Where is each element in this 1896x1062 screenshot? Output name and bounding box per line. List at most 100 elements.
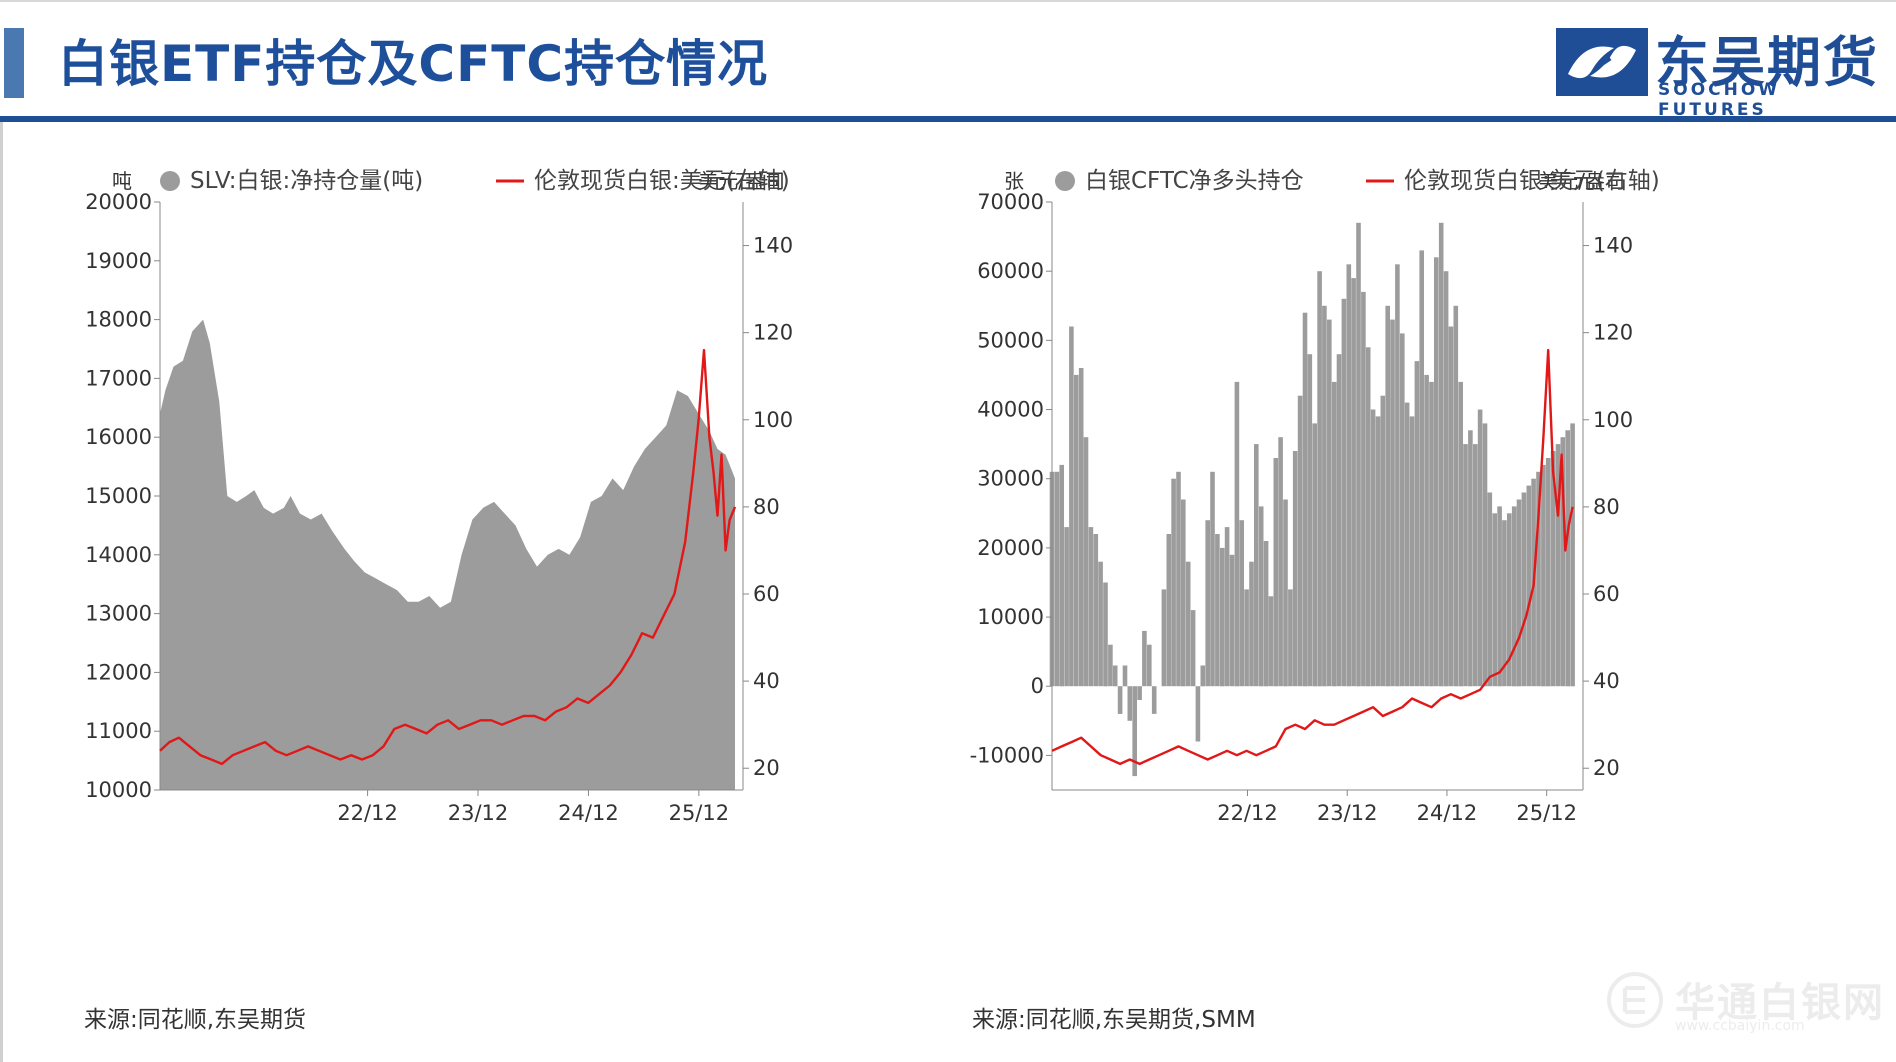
left-border [0, 122, 3, 1062]
x-tick-label: 23/12 [448, 801, 509, 825]
cftc-bar [1317, 271, 1322, 687]
silver-price-line [159, 348, 737, 766]
left-tick-label: 0 [1031, 674, 1044, 698]
cftc-bar [1137, 686, 1142, 700]
left-tick-label: 18000 [85, 308, 152, 332]
left-tick-label: 10000 [85, 778, 152, 802]
left-tick-label: 14000 [85, 543, 152, 567]
cftc-bar [1380, 395, 1386, 687]
company-logo: 东吴期货 SOOCHOW FUTURES [1554, 26, 1884, 120]
cftc-bar [1400, 333, 1405, 687]
cftc-bar [1492, 513, 1497, 687]
right-tick-label: 60 [753, 582, 780, 606]
left-tick-label: 16000 [85, 425, 152, 449]
cftc-bar [1088, 527, 1094, 687]
slide-title: 白银ETF持仓及CFTC持仓情况 [58, 35, 769, 93]
right-tick-label: 60 [1593, 582, 1620, 606]
cftc-net-long-chart: -10000 0 10000 20000 30000 40000 50000 60000 700… [970, 168, 1660, 825]
cftc-bar [1482, 423, 1488, 687]
logo-chinese-name: 东吴期货 [1655, 31, 1879, 94]
cftc-bar [1108, 644, 1113, 687]
cftc-bar [1448, 326, 1454, 687]
cftc-bar [1283, 499, 1288, 687]
x-tick-label: 22/12 [1217, 801, 1278, 825]
cftc-bar [1526, 485, 1532, 687]
cftc-bar [1229, 554, 1235, 687]
cftc-bar [1093, 534, 1099, 687]
cftc-bar [1195, 686, 1201, 742]
x-tick-label: 24/12 [558, 801, 619, 825]
left-tick-label: 50000 [977, 328, 1044, 352]
slv-holdings-chart: 10000 11000 12000 13000 14000 15000 16000 17000… [85, 168, 793, 825]
cftc-bar [1555, 444, 1561, 687]
cftc-bar [1263, 541, 1269, 687]
slv-holdings-area [160, 319, 735, 790]
cftc-bar [1054, 471, 1060, 687]
right-unit-label: 美元/盎司 [1538, 169, 1625, 193]
cftc-bar [1331, 381, 1337, 687]
cftc-bar [1117, 686, 1123, 714]
cftc-bar [1288, 589, 1293, 687]
cftc-bar [1453, 305, 1459, 687]
left-tick-label: 60000 [977, 259, 1044, 283]
cftc-bar [1103, 582, 1108, 687]
cftc-bar [1244, 589, 1249, 687]
cftc-bar [1434, 257, 1439, 687]
left-tick-label: 17000 [85, 366, 152, 390]
cftc-bar [1361, 291, 1366, 687]
x-tick-label: 25/12 [1516, 801, 1577, 825]
watermark-logo-icon [1607, 972, 1663, 1028]
source-note-left: 来源:同花顺,东吴期货 [84, 1007, 307, 1033]
cftc-bar [1424, 374, 1429, 687]
left-tick-label: 70000 [977, 190, 1044, 214]
cftc-bar [1278, 437, 1283, 687]
right-tick-label: 20 [753, 756, 780, 780]
left-tick-label: 40000 [977, 398, 1044, 422]
right-tick-label: 120 [1593, 321, 1633, 345]
cftc-bar [1297, 395, 1303, 687]
left-tick-label: 12000 [85, 660, 152, 684]
cftc-bar [1458, 381, 1463, 687]
left-tick-label: -10000 [970, 743, 1044, 767]
silver-price-line [1051, 348, 1574, 766]
cftc-bar [1185, 561, 1191, 687]
legend-marker-area [1055, 171, 1075, 191]
watermark: 华通白银网 www.ccbaiyin.com [1605, 970, 1895, 1040]
cftc-bar [1438, 222, 1444, 687]
cftc-bar [1443, 271, 1449, 687]
right-tick-label: 120 [753, 321, 793, 345]
watermark-url: www.ccbaiyin.com [1675, 1018, 1805, 1034]
cftc-bar [1239, 520, 1244, 687]
cftc-bar [1151, 686, 1157, 714]
cftc-bar [1429, 381, 1434, 687]
cftc-bar [1268, 596, 1274, 687]
left-tick-label: 15000 [85, 484, 152, 508]
cftc-bar [1365, 347, 1371, 687]
cftc-bar [1147, 644, 1152, 687]
cftc-bar [1550, 451, 1556, 687]
left-unit-label: 张 [1004, 169, 1024, 193]
cftc-bar [1511, 506, 1517, 687]
left-tick-label: 11000 [85, 719, 152, 743]
top-border [0, 0, 1896, 2]
legend-label-line: 伦敦现货白银:美元(右轴) [1404, 168, 1660, 194]
cftc-bar [1336, 354, 1342, 687]
cftc-bar [1375, 416, 1381, 687]
cftc-bar [1069, 326, 1074, 687]
cftc-bar [1307, 354, 1313, 687]
left-tick-label: 13000 [85, 602, 152, 626]
cftc-bar [1122, 665, 1128, 687]
cftc-bar [1390, 319, 1395, 687]
cftc-bar [1302, 312, 1308, 687]
cftc-bar [1414, 361, 1420, 687]
cftc-bar [1205, 520, 1210, 687]
cftc-bar [1254, 444, 1259, 687]
x-tick-label: 24/12 [1417, 801, 1478, 825]
legend-label-area: 白银CFTC净多头持仓 [1085, 168, 1304, 194]
title-accent-bar [4, 28, 24, 98]
cftc-bar [1161, 589, 1167, 687]
cftc-bar [1473, 444, 1478, 687]
cftc-bar [1346, 264, 1352, 687]
legend-label-area: SLV:白银:净持仓量(吨) [190, 168, 423, 194]
right-tick-label: 100 [753, 408, 793, 432]
